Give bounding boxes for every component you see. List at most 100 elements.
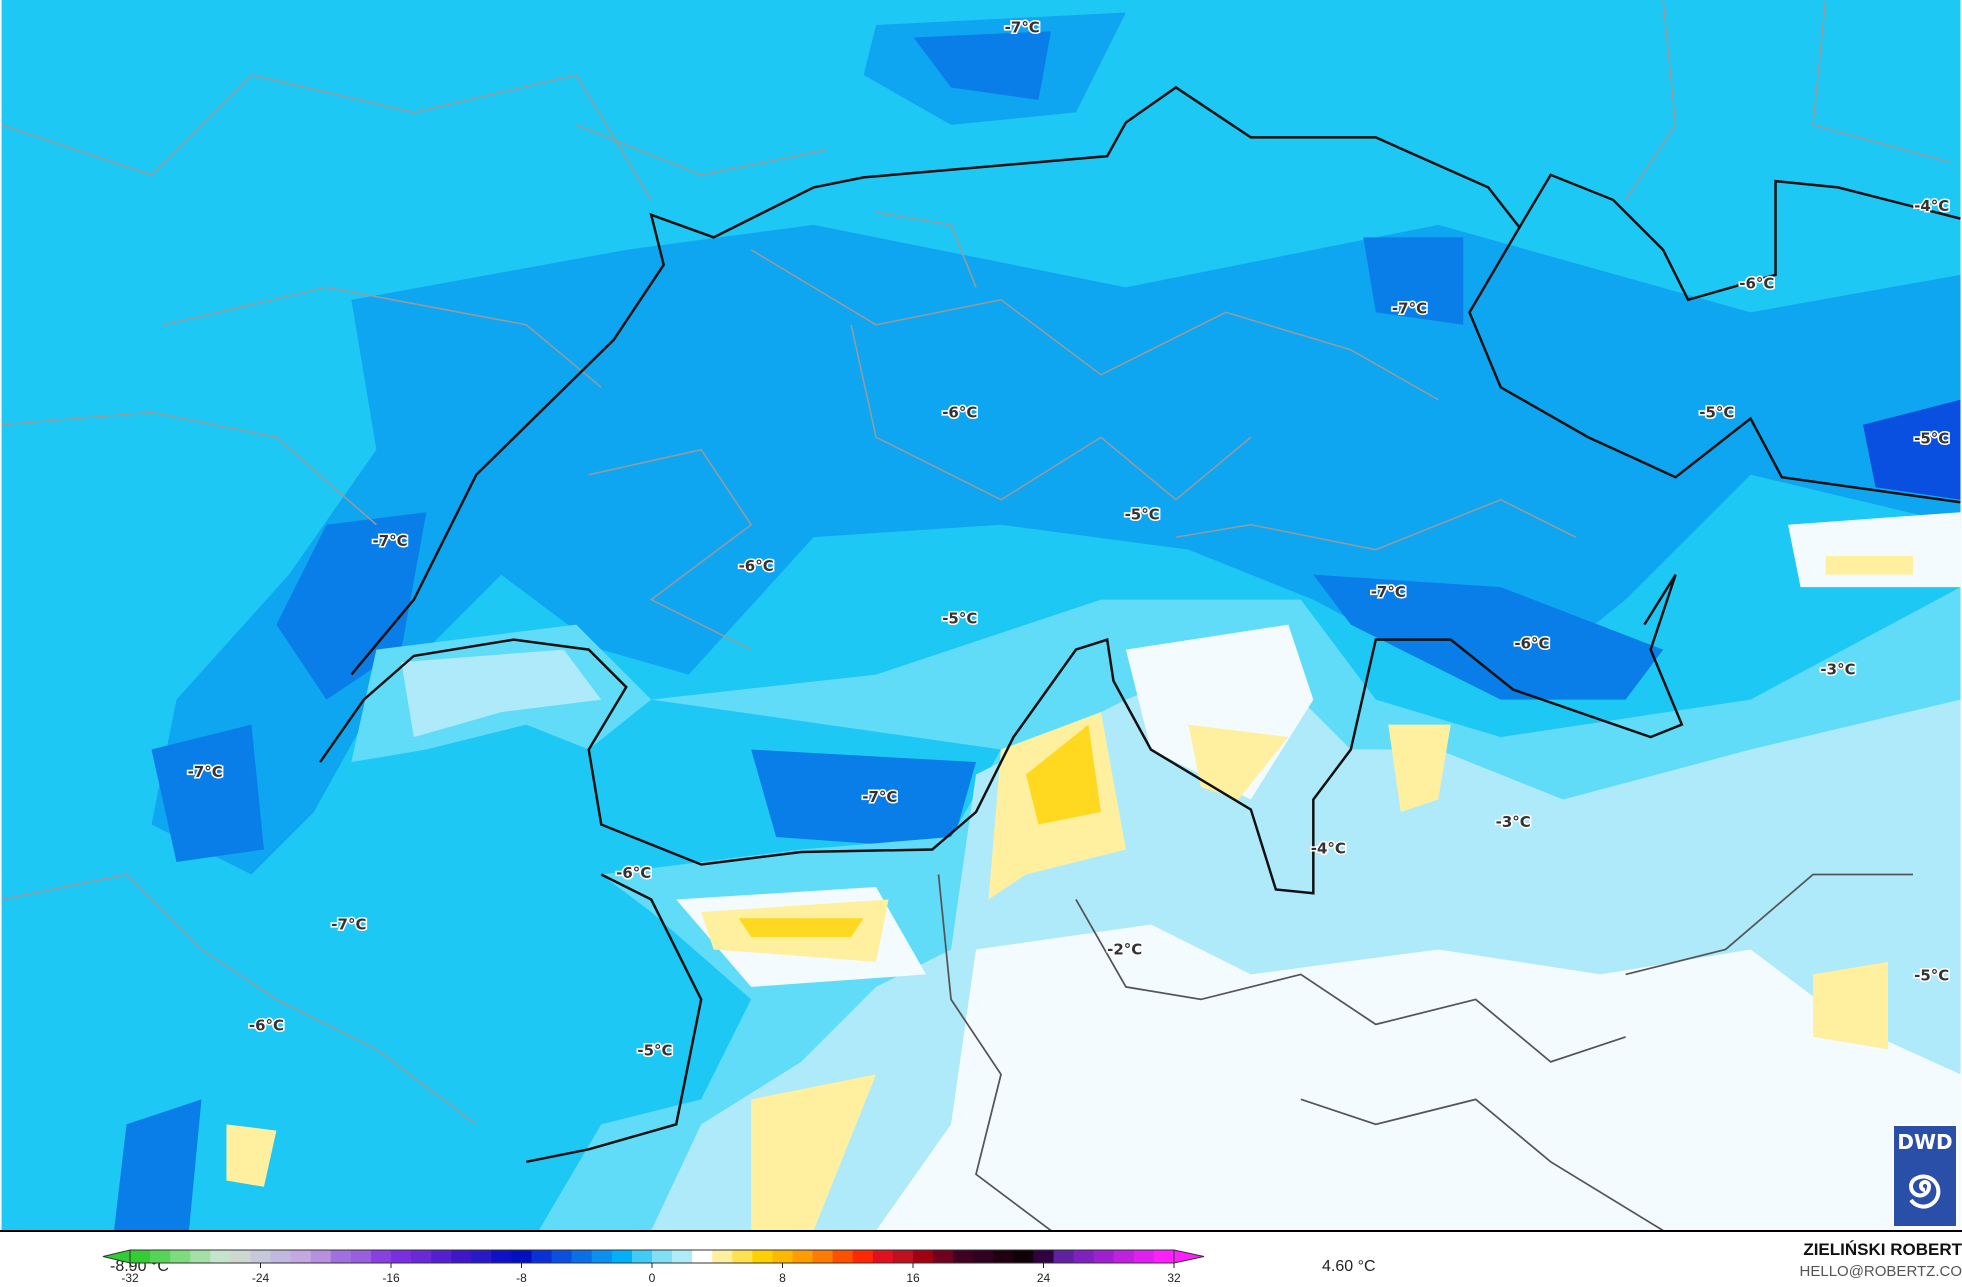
colorbar-segment (611, 1250, 633, 1263)
temperature-label: -5°C (1914, 429, 1949, 447)
credit-email: HELLO@ROBERTZ.CO (1799, 1263, 1962, 1280)
colorbar-segment (350, 1250, 372, 1263)
colorbar-segment (792, 1250, 814, 1263)
colorbar-segment (631, 1250, 653, 1263)
colorbar-tick-label: 24 (1037, 1271, 1051, 1285)
colorbar-segment (872, 1250, 894, 1263)
colorbar-segment (451, 1250, 472, 1263)
temperature-label: -6°C (739, 557, 774, 575)
colorbar-segment (712, 1250, 733, 1263)
colorbar-tick-label: -32 (121, 1271, 139, 1285)
temperature-label: -6°C (942, 403, 977, 421)
colorbar-tick-label: -8 (516, 1271, 527, 1285)
temperature-label: -5°C (1125, 506, 1160, 524)
temperature-label: -5°C (637, 1042, 672, 1060)
colorbar-segment (832, 1250, 854, 1263)
temperature-label: -7°C (1371, 583, 1406, 601)
colorbar-segment (431, 1250, 452, 1263)
colorbar-segment (170, 1250, 191, 1263)
dwd-spiral-icon (1909, 1174, 1941, 1209)
colorbar-segment (1093, 1250, 1115, 1263)
colorbar-segment (130, 1250, 151, 1263)
colorbar-segment (310, 1250, 332, 1263)
temperature-fields (114, 12, 1961, 1230)
colorbar-segment (150, 1250, 171, 1263)
temperature-label: -7°C (1392, 300, 1427, 318)
colorbar-segment (993, 1250, 1014, 1263)
temperature-label: -5°C (1699, 403, 1734, 421)
colorbar-segment (250, 1250, 272, 1263)
colorbar-segment (370, 1250, 392, 1263)
colorbar-segment (973, 1250, 994, 1263)
colorbar-segment (1073, 1250, 1095, 1263)
colorbar-segment (892, 1250, 914, 1263)
italy-region-borders (937, 873, 1913, 1230)
colorbar-segment (852, 1250, 874, 1263)
temperature-label: -7°C (862, 788, 897, 806)
colorbar-segment (190, 1250, 211, 1263)
colorbar-segment (732, 1250, 753, 1263)
credit-name: ZIELIŃSKI ROBERT (1803, 1240, 1962, 1259)
colorbar-segment (1013, 1250, 1035, 1263)
colorbar-tick-label: 16 (906, 1271, 920, 1285)
temperature-label: -4°C (1311, 839, 1346, 857)
credit: ZIELIŃSKI ROBERT HELLO@ROBERTZ.CO (1800, 1240, 1962, 1280)
temperature-label: -5°C (942, 609, 977, 627)
colorbar-segment (571, 1250, 593, 1263)
temperature-labels: -7°C -4°C -6°C -7°C -6°C -5°C -5°C -5°C -7°C -6°C… (186, 17, 1951, 1061)
temperature-label: -6°C (616, 864, 651, 882)
regional-borders (1, 0, 1951, 1125)
colorbar-segment (672, 1250, 693, 1263)
colorbar: -32 -24 -16 -8 0 8 16 24 32 (102, 1249, 1205, 1285)
colorbar-max-arrow (1173, 1249, 1205, 1264)
temperature-label: -2°C (1107, 940, 1142, 958)
colorbar-segment (330, 1250, 352, 1263)
temperature-label: -4°C (1914, 197, 1949, 215)
colorbar-segment (391, 1250, 412, 1263)
colorbar-segment (1133, 1250, 1155, 1263)
dwd-logo-text: DWD (1897, 1130, 1953, 1154)
colorbar-segment (1153, 1250, 1175, 1263)
colorbar-segment (270, 1250, 292, 1263)
colorbar-tick-label: 32 (1167, 1271, 1181, 1285)
colorbar-segment (652, 1250, 673, 1263)
colorbar-segment (1033, 1250, 1055, 1263)
colorbar-segment (230, 1250, 252, 1263)
temperature-label: -3°C (1496, 813, 1531, 831)
colorbar-segment (531, 1250, 553, 1263)
colorbar-segment (511, 1250, 533, 1263)
colorbar-segment (812, 1250, 834, 1263)
colorbar-segment (752, 1250, 774, 1263)
temperature-label: -6°C (249, 1017, 284, 1035)
colorbar-segment (933, 1250, 954, 1263)
colorbar-segment (692, 1250, 713, 1263)
legend-max-value: 4.60 °C (1322, 1258, 1376, 1275)
temperature-map: -7°C -4°C -6°C -7°C -6°C -5°C -5°C -5°C -7°C -6°C… (0, 0, 1962, 1232)
colorbar-tick-label: -24 (252, 1271, 270, 1285)
temperature-label: -7°C (373, 532, 408, 550)
colorbar-tick-label: 0 (649, 1271, 656, 1285)
temperature-label: -6°C (1739, 275, 1774, 293)
colorbar-segment (290, 1250, 312, 1263)
colorbar-segment (551, 1250, 573, 1263)
temperature-label: -5°C (1914, 967, 1949, 985)
colorbar-segment (411, 1250, 432, 1263)
colorbar-segment (953, 1250, 974, 1263)
colorbar-min-arrow (102, 1249, 131, 1264)
colorbar-segment (471, 1250, 492, 1263)
colorbar-segment (591, 1250, 613, 1263)
colorbar-segment (210, 1250, 231, 1263)
temperature-label: -6°C (1514, 634, 1549, 652)
colorbar-segment (913, 1250, 934, 1263)
colorbar-tick-label: 8 (779, 1271, 786, 1285)
colorbar-segment (491, 1250, 513, 1263)
temperature-label: -3°C (1820, 661, 1855, 679)
country-borders (319, 85, 1961, 1164)
temperature-label: -7°C (188, 763, 223, 781)
legend-bar: -8.90 °C -32 -24 -16 -8 0 8 16 24 32 4.60 °C ZIE… (0, 1232, 1962, 1287)
colorbar-segment (772, 1250, 794, 1263)
colorbar-segment (1113, 1250, 1135, 1263)
temperature-label: -7°C (331, 915, 366, 933)
colorbar-tick-label: -16 (382, 1271, 400, 1285)
dwd-logo: DWD (1892, 1124, 1958, 1228)
